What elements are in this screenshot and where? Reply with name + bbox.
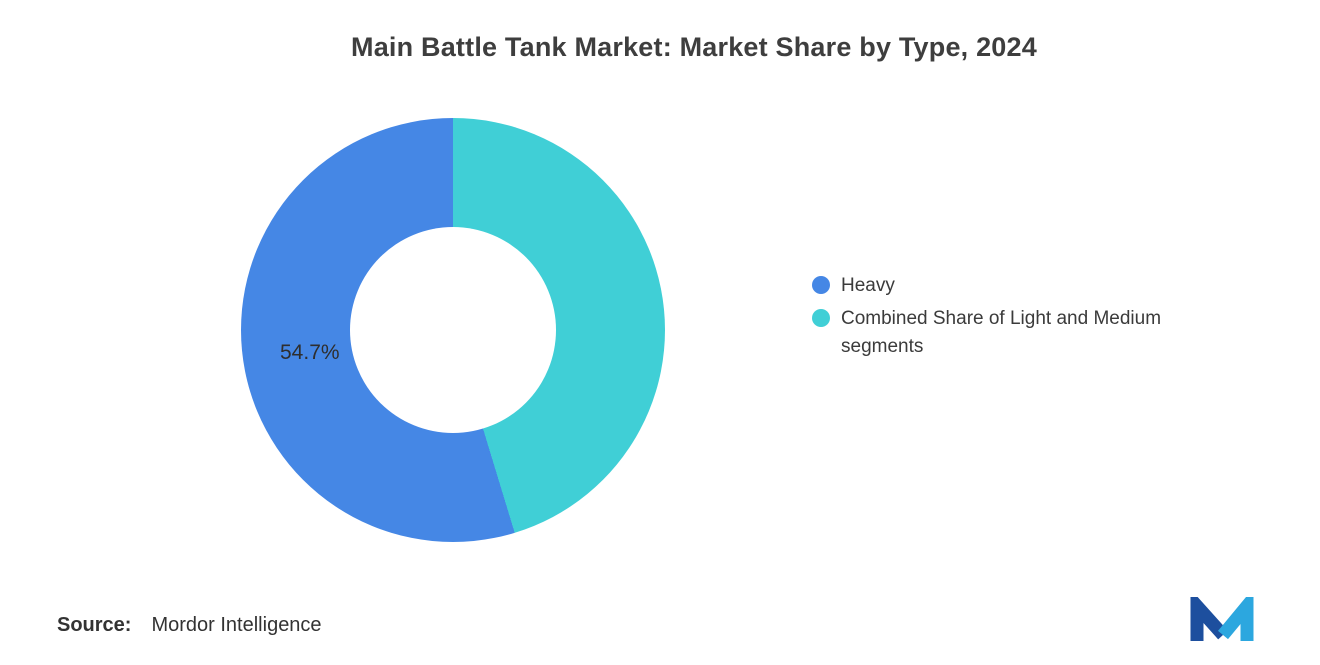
chart-title: Main Battle Tank Market: Market Share by… (351, 32, 1037, 62)
legend-label-heavy: Heavy (841, 275, 895, 296)
legend-item-heavy: Heavy (812, 272, 1242, 300)
source-prefix: Source: (57, 614, 132, 636)
mordor-intelligence-logo (1190, 597, 1254, 641)
donut-chart (241, 118, 665, 542)
donut-hole (350, 227, 556, 433)
chart-legend: Heavy Combined Share of Light and Medium… (812, 272, 1242, 366)
legend-label-light-medium: Combined Share of Light and Medium segme… (841, 308, 1162, 357)
source-line: Source: Mordor Intelligence (57, 614, 322, 637)
logo-left-stroke (1190, 597, 1228, 641)
legend-item-light-medium: Combined Share of Light and Medium segme… (812, 305, 1242, 361)
legend-dot-heavy (812, 276, 830, 294)
source-text: Mordor Intelligence (151, 614, 322, 636)
slice-label-heavy: 54.7% (280, 341, 340, 364)
legend-dot-light-medium (812, 309, 830, 327)
logo-right-stroke (1217, 597, 1254, 641)
